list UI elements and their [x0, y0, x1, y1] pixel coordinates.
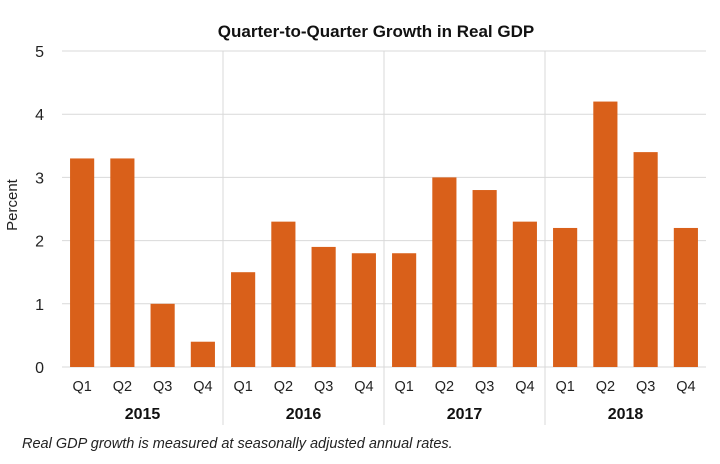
- x-tick-2015-Q2: Q2: [113, 379, 132, 395]
- x-tick-2016-Q2: Q2: [274, 379, 293, 395]
- year-separators: [222, 51, 546, 425]
- bar-2018-Q1: [553, 227, 578, 367]
- x-tick-2018-Q4: Q4: [676, 379, 695, 395]
- x-tick-2015-Q4: Q4: [193, 379, 212, 395]
- bar-2018-Q2: [593, 101, 618, 367]
- bar-2017-Q3: [472, 190, 497, 367]
- bar-2015-Q2: [110, 158, 135, 367]
- bar-2017-Q1: [392, 253, 417, 367]
- bar-2016-Q1: [231, 272, 256, 367]
- x-tick-2016-Q4: Q4: [354, 379, 373, 395]
- bars: [70, 101, 698, 367]
- x-tick-2018-Q2: Q2: [596, 379, 615, 395]
- bar-2016-Q4: [351, 253, 376, 367]
- x-tick-2018-Q1: Q1: [555, 379, 574, 395]
- bar-2016-Q3: [311, 246, 336, 367]
- year-label-2018: 2018: [608, 406, 644, 423]
- x-tick-2017-Q4: Q4: [515, 379, 534, 395]
- bar-2018-Q3: [633, 152, 658, 367]
- x-tick-2016-Q3: Q3: [314, 379, 333, 395]
- footnote: Real GDP growth is measured at seasonall…: [22, 436, 453, 452]
- chart-title: Quarter-to-Quarter Growth in Real GDP: [218, 22, 534, 41]
- bar-2015-Q4: [190, 341, 215, 367]
- year-labels: 2015 2016 2017 2018: [125, 406, 644, 423]
- x-tick-2015-Q1: Q1: [72, 379, 91, 395]
- bar-2017-Q2: [432, 177, 457, 367]
- x-tick-2017-Q2: Q2: [435, 379, 454, 395]
- x-tick-2015-Q3: Q3: [153, 379, 172, 395]
- year-label-2015: 2015: [125, 406, 161, 423]
- x-tick-2017-Q1: Q1: [394, 379, 413, 395]
- bar-2018-Q4: [673, 227, 698, 367]
- year-label-2016: 2016: [286, 406, 322, 423]
- y-tick-2: 2: [35, 234, 44, 251]
- bar-2015-Q1: [70, 158, 95, 367]
- y-tick-3: 3: [35, 170, 44, 187]
- y-tick-5: 5: [35, 44, 44, 61]
- bar-2017-Q4: [512, 221, 537, 367]
- y-tick-labels: 0 1 2 3 4 5: [35, 44, 44, 377]
- bar-2016-Q2: [271, 221, 296, 367]
- x-tick-2017-Q3: Q3: [475, 379, 494, 395]
- y-tick-0: 0: [35, 360, 44, 377]
- y-tick-1: 1: [35, 297, 44, 314]
- year-label-2017: 2017: [447, 406, 483, 423]
- x-tick-labels: Q1 Q2 Q3 Q4 Q1 Q2 Q3 Q4 Q1 Q2 Q3 Q4 Q1 Q2 Q3 Q4: [72, 379, 695, 395]
- y-axis-label: Percent: [4, 178, 21, 231]
- y-tick-4: 4: [35, 107, 44, 124]
- bar-2015-Q3: [150, 303, 175, 367]
- x-tick-2018-Q3: Q3: [636, 379, 655, 395]
- x-tick-2016-Q1: Q1: [233, 379, 252, 395]
